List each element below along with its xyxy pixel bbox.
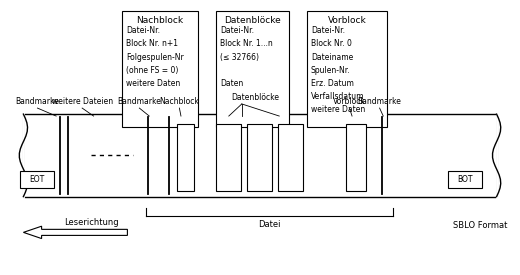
Text: Nachblock: Nachblock <box>160 97 199 106</box>
Bar <box>346 124 366 191</box>
Text: Vorblock: Vorblock <box>328 16 367 25</box>
Bar <box>278 124 303 191</box>
Text: Bandmarke: Bandmarke <box>16 97 59 106</box>
Text: Datei: Datei <box>258 220 281 229</box>
Bar <box>23 114 497 197</box>
Text: weitere Daten: weitere Daten <box>126 79 180 88</box>
Text: BOT: BOT <box>458 175 473 184</box>
Text: Block Nr. 1...n: Block Nr. 1...n <box>220 39 272 48</box>
Bar <box>216 11 289 127</box>
Text: Block Nr. n+1: Block Nr. n+1 <box>126 39 178 48</box>
Text: Nachblock: Nachblock <box>136 16 184 25</box>
Text: Bandmarke: Bandmarke <box>358 97 401 106</box>
Bar <box>20 170 54 188</box>
Text: Daten: Daten <box>220 79 243 88</box>
Text: weitere Daten: weitere Daten <box>311 105 365 114</box>
Bar <box>122 11 198 127</box>
Bar <box>247 124 272 191</box>
Text: Datei-Nr.: Datei-Nr. <box>311 26 345 35</box>
Text: Erz. Datum: Erz. Datum <box>311 79 354 88</box>
Bar <box>177 124 194 191</box>
Text: Datenblöcke: Datenblöcke <box>224 16 281 25</box>
Text: Bandmarke: Bandmarke <box>118 97 161 106</box>
Text: Spulen-Nr.: Spulen-Nr. <box>311 66 350 75</box>
Text: Folgespulen-Nr: Folgespulen-Nr <box>126 53 184 62</box>
Text: EOT: EOT <box>29 175 44 184</box>
Text: Datei-Nr.: Datei-Nr. <box>126 26 160 35</box>
Text: Leserichtung: Leserichtung <box>63 218 119 227</box>
Text: Dateiname: Dateiname <box>311 53 353 62</box>
Bar <box>216 124 241 191</box>
Bar <box>448 170 482 188</box>
Text: Datenblöcke: Datenblöcke <box>231 93 279 102</box>
Text: weitere Dateien: weitere Dateien <box>51 97 113 106</box>
Text: Vorblock: Vorblock <box>333 97 366 106</box>
Text: (≤ 32766): (≤ 32766) <box>220 53 259 62</box>
Text: (ohne FS = 0): (ohne FS = 0) <box>126 66 179 75</box>
Text: Verfallsdatum: Verfallsdatum <box>311 92 365 101</box>
Bar <box>307 11 387 127</box>
Text: Block Nr. 0: Block Nr. 0 <box>311 39 352 48</box>
Text: SBLO Format: SBLO Format <box>452 221 507 230</box>
PathPatch shape <box>23 226 127 238</box>
Text: Datei-Nr.: Datei-Nr. <box>220 26 254 35</box>
